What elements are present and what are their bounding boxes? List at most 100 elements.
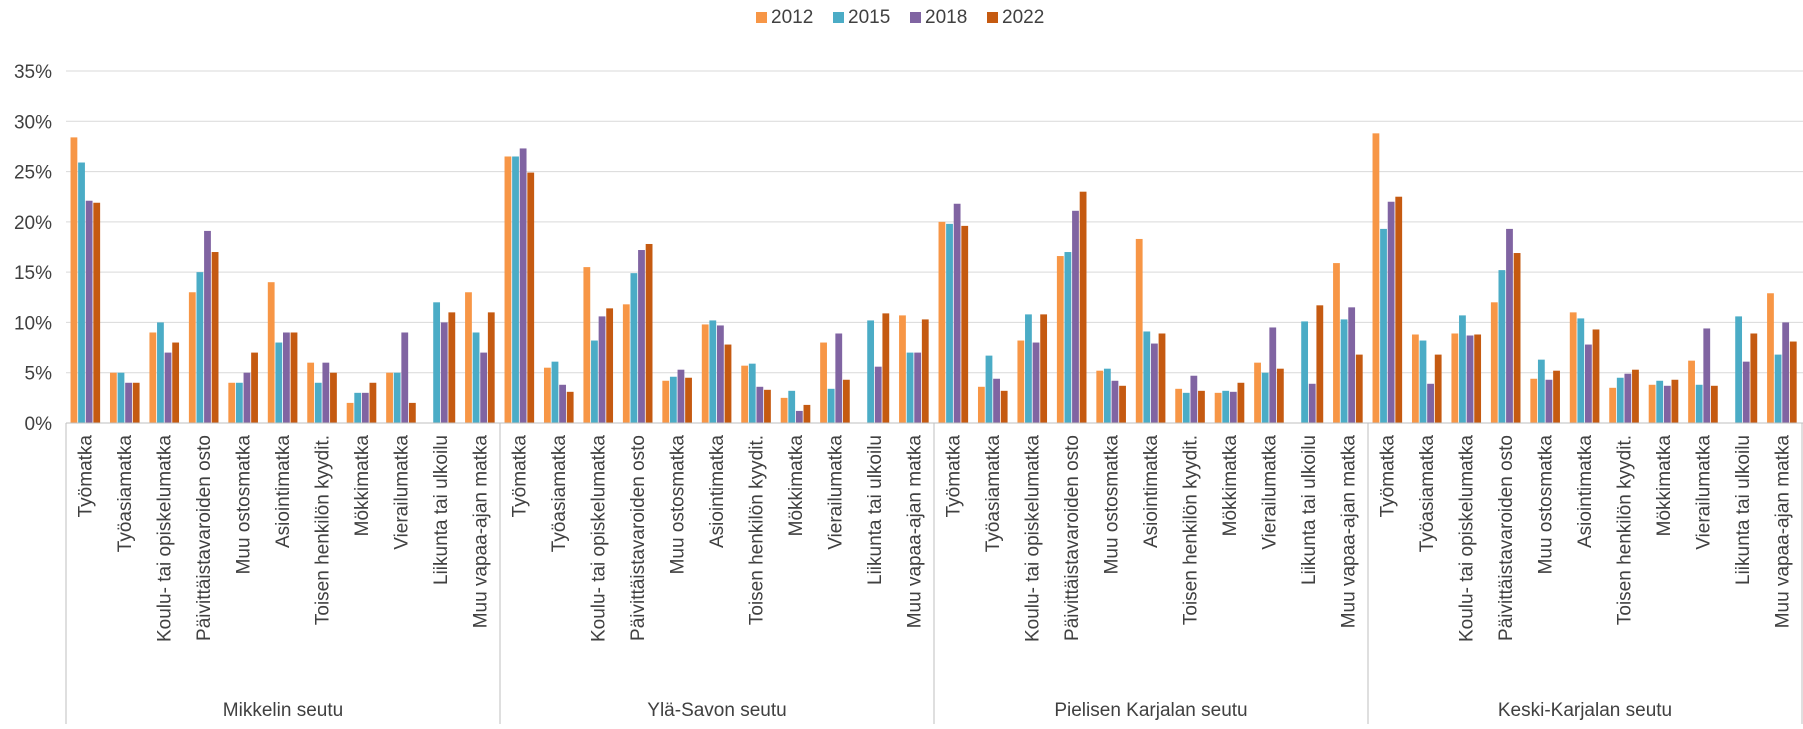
bar-2018 bbox=[243, 372, 251, 423]
bar-2015 bbox=[1774, 354, 1782, 423]
bar-2015 bbox=[1695, 384, 1703, 423]
bar-2018 bbox=[440, 322, 448, 423]
bar-2018 bbox=[1111, 380, 1119, 423]
bar-2012 bbox=[504, 156, 512, 424]
legend-item-2022: 2022 bbox=[987, 7, 1044, 28]
bar-2022 bbox=[764, 389, 771, 423]
bar-2022 bbox=[1553, 370, 1560, 423]
bar-2022 bbox=[1276, 368, 1284, 423]
group-label: Mikkelin seutu bbox=[223, 700, 343, 721]
group-label: Pielisen Karjalan seutu bbox=[1054, 700, 1247, 721]
bar-2018 bbox=[1151, 343, 1158, 423]
category-label: Asiointimatka bbox=[1141, 435, 1162, 548]
bar-2018 bbox=[1506, 228, 1513, 423]
bar-2015 bbox=[985, 355, 993, 423]
bar-2022 bbox=[803, 404, 811, 423]
bar-2018 bbox=[1742, 361, 1750, 423]
category-label: Muu vapaa-ajan matka bbox=[904, 435, 925, 629]
bar-2015 bbox=[354, 392, 362, 423]
bar-2022 bbox=[1198, 390, 1205, 423]
bar-2022 bbox=[566, 391, 574, 423]
category-label: Muu vapaa-ajan matka bbox=[1338, 435, 1359, 629]
bar-2022 bbox=[448, 312, 456, 423]
bar-2015 bbox=[551, 361, 559, 423]
bar-2012 bbox=[662, 380, 670, 423]
category-label: Päivittäistavaroiden osto bbox=[194, 435, 215, 641]
bar-2015 bbox=[1537, 359, 1545, 423]
bar-2012 bbox=[386, 372, 393, 423]
bar-2018 bbox=[1466, 335, 1474, 423]
bar-2015 bbox=[1064, 252, 1072, 423]
bar-2022 bbox=[1316, 305, 1324, 423]
bar-2018 bbox=[519, 148, 527, 423]
bar-2015 bbox=[1182, 392, 1190, 423]
bar-2015 bbox=[788, 390, 796, 423]
y-tick-label: 20% bbox=[14, 213, 52, 234]
category-label: Mökkimatka bbox=[352, 435, 373, 537]
bar-2022 bbox=[1789, 341, 1797, 423]
bar-2015 bbox=[117, 372, 125, 423]
category-label: Toisen henkilön kyydit. bbox=[746, 435, 767, 625]
category-label: Muu vapaa-ajan matka bbox=[470, 435, 491, 629]
bar-2015 bbox=[512, 156, 519, 424]
bar-2012 bbox=[1096, 370, 1104, 423]
bar-2012 bbox=[1254, 362, 1261, 423]
bar-2015 bbox=[1656, 380, 1664, 423]
y-axis: 0% 5% 10% 15% 20% 25% 30% 35% bbox=[14, 62, 52, 435]
bar-2022 bbox=[251, 352, 258, 423]
bar-2012 bbox=[741, 365, 749, 423]
category-label: Muu vapaa-ajan matka bbox=[1772, 435, 1793, 629]
bar-2022 bbox=[1237, 382, 1245, 423]
bar-2018 bbox=[125, 382, 132, 423]
bar-2012 bbox=[70, 137, 78, 423]
bar-2015 bbox=[748, 363, 756, 423]
bar-2015 bbox=[1301, 321, 1309, 423]
bar-2012 bbox=[583, 267, 591, 423]
bar-2022 bbox=[1671, 379, 1679, 423]
bar-2015 bbox=[196, 272, 204, 423]
bar-2012 bbox=[1214, 392, 1222, 423]
bar-2022 bbox=[961, 225, 969, 423]
bar-2022 bbox=[487, 312, 495, 423]
category-label: Asiointimatka bbox=[707, 435, 728, 548]
category-label: Muu ostosmatka bbox=[234, 435, 255, 575]
bar-2012 bbox=[1490, 302, 1498, 423]
bar-2018 bbox=[677, 369, 685, 423]
category-label: Työmatka bbox=[510, 435, 531, 518]
bar-2018 bbox=[1190, 375, 1198, 423]
bar-2018 bbox=[1703, 328, 1711, 423]
y-tick-label: 15% bbox=[14, 263, 52, 284]
bar-2022 bbox=[842, 379, 850, 423]
category-label: Koulu- tai opiskelumatka bbox=[589, 435, 610, 642]
bar-2018 bbox=[717, 325, 724, 423]
bar-2018 bbox=[1072, 210, 1079, 423]
bar-2022 bbox=[1158, 333, 1166, 423]
legend-swatch bbox=[833, 12, 844, 23]
bar-2022 bbox=[1474, 334, 1482, 423]
bar-2022 bbox=[408, 402, 416, 423]
y-tick-label: 10% bbox=[14, 313, 52, 334]
category-label: Mökkimatka bbox=[786, 435, 807, 537]
bar-2015 bbox=[314, 382, 322, 423]
bar-2018 bbox=[1427, 383, 1434, 423]
bar-2022 bbox=[724, 344, 732, 423]
bar-2012 bbox=[1648, 384, 1656, 423]
bar-2018 bbox=[85, 200, 93, 423]
category-label: Vierailumatka bbox=[1259, 435, 1280, 550]
bar-2012 bbox=[820, 342, 827, 423]
y-tick-label: 25% bbox=[14, 163, 52, 184]
bar-2012 bbox=[1767, 293, 1774, 423]
bar-2012 bbox=[1017, 340, 1025, 423]
bar-2015 bbox=[1143, 331, 1151, 423]
bar-2018 bbox=[1663, 385, 1671, 423]
bar-2015 bbox=[946, 223, 953, 423]
bar-2015 bbox=[1222, 390, 1230, 423]
bar-2015 bbox=[867, 320, 875, 423]
bar-2012 bbox=[543, 367, 551, 423]
bar-2022 bbox=[93, 202, 101, 423]
bar-2015 bbox=[1340, 319, 1348, 423]
bar-2018 bbox=[993, 378, 1000, 423]
bar-2018 bbox=[401, 332, 409, 423]
